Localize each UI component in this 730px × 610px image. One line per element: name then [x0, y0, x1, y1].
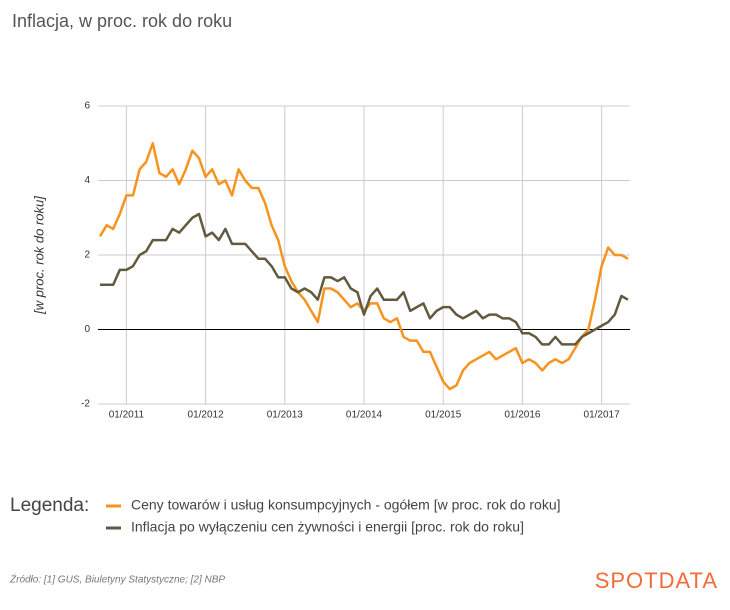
y-tick-label: 6: [84, 101, 90, 112]
x-tick-label: 01/2013: [267, 410, 304, 421]
legend-title: Legenda:: [10, 495, 89, 516]
source: Źródło: [1] GUS, Biuletyny Statystyczne;…: [9, 573, 225, 586]
legend-label: Ceny towarów i usług konsumpcyjnych - og…: [131, 497, 561, 513]
legend-label: Inflacja po wyłączeniu cen żywności i en…: [131, 519, 524, 535]
x-tick-label: 01/2014: [346, 410, 383, 421]
y-tick-label: 0: [84, 324, 90, 335]
logo: SPOTDATA: [595, 568, 718, 593]
x-tick-label: 01/2012: [188, 410, 225, 421]
x-tick-label: 01/2011: [109, 410, 145, 421]
chart-title: Inflacja, w proc. rok do roku: [12, 11, 232, 31]
x-tick-label: 01/2016: [504, 410, 541, 421]
y-tick-label: 4: [84, 175, 90, 186]
y-tick-label: 2: [84, 250, 90, 261]
x-tick-label: 01/2015: [425, 410, 462, 421]
series-line: [100, 212, 629, 346]
y-tick-label: -2: [81, 399, 90, 410]
x-tick-label: 01/2017: [584, 410, 621, 421]
y-axis-label: [w proc. rok do roku]: [31, 196, 46, 315]
